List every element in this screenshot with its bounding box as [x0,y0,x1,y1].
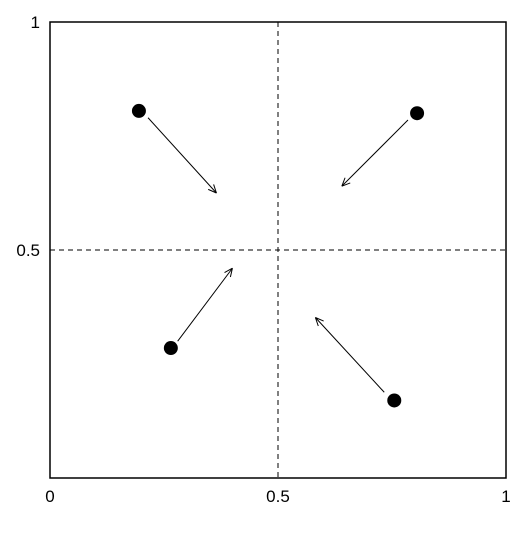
data-point [132,104,146,118]
data-point [164,341,178,355]
chart-bg [0,0,528,536]
vector-chart: 0 0.5 1 0.5 1 [0,0,528,536]
y-tick-label: 1 [31,13,40,32]
x-tick-label: 1 [501,487,510,506]
y-tick-label: 0.5 [16,241,40,260]
data-point [410,106,424,120]
data-point [387,393,401,407]
chart-svg: 0 0.5 1 0.5 1 [0,0,528,536]
x-tick-label: 0.5 [266,487,290,506]
x-tick-label: 0 [45,487,54,506]
